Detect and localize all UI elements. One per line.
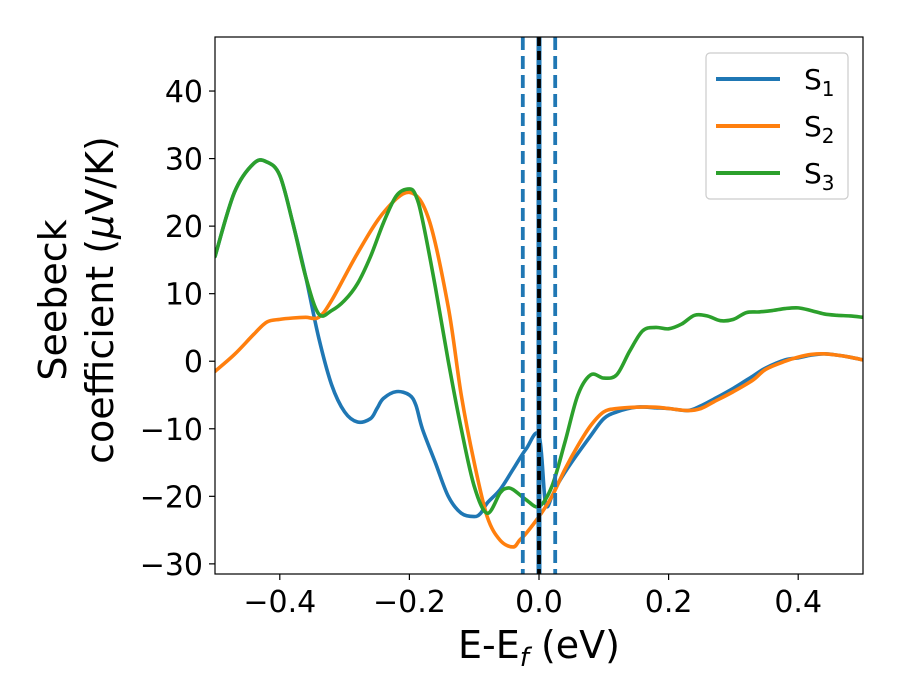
y-axis-title-line1: Seebeck — [31, 219, 75, 380]
legend-item-s1: S1 — [716, 63, 835, 101]
y-tick-label: −30 — [140, 548, 203, 583]
y-tick-label: 10 — [165, 278, 203, 313]
legend-label: S3 — [804, 157, 835, 195]
legend-label: S1 — [804, 63, 835, 101]
y-axis-title: Seebeck coefficient (μV/K) — [31, 136, 122, 464]
legend: S1 S2 S3 — [705, 52, 849, 200]
y-tick-label: −20 — [140, 480, 203, 515]
plot-area — [215, 37, 863, 574]
y-tick-label: 0 — [184, 345, 203, 380]
x-tick-label: −0.4 — [243, 585, 316, 620]
y-tick-label: −10 — [140, 413, 203, 448]
y-tick-label: 20 — [165, 210, 203, 245]
axes: −0.4 −0.2 0.0 0.2 0.4 −30 −20 −10 0 10 20 30 40 — [140, 36, 864, 620]
legend-item-s3: S3 — [716, 157, 835, 195]
y-tick-label: 40 — [165, 75, 203, 110]
y-tick-label: 30 — [165, 143, 203, 178]
series-line-s3 — [215, 158, 863, 516]
x-axis-title: E-Ef (eV) — [458, 623, 620, 673]
legend-label: S2 — [804, 110, 835, 148]
x-tick-label: 0.2 — [645, 585, 693, 620]
legend-item-s2: S2 — [716, 110, 835, 148]
series-line-s1 — [215, 158, 863, 519]
x-tick-label: 0.4 — [774, 585, 822, 620]
x-tick-label: 0.0 — [515, 585, 563, 620]
y-axis-title-line2: coefficient (μV/K) — [78, 136, 122, 464]
x-tick-label: −0.2 — [373, 585, 446, 620]
